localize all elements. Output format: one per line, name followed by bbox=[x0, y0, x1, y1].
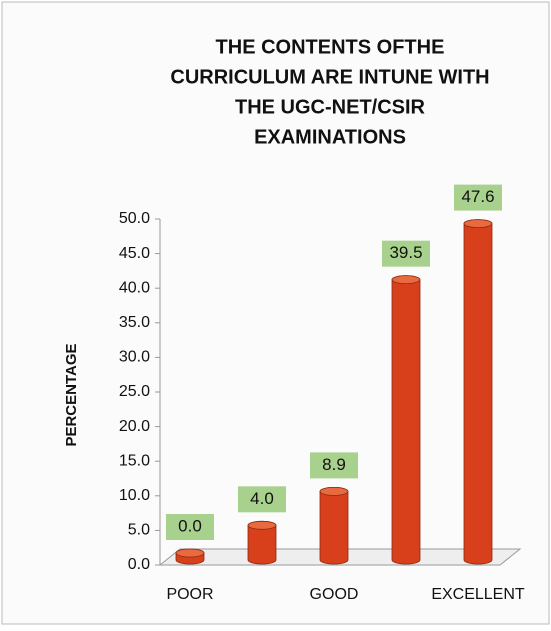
title-line: CURRICULUM ARE INTUNE WITH bbox=[170, 66, 489, 88]
value-label: 4.0 bbox=[250, 489, 274, 508]
y-tick-label: 0.0 bbox=[128, 556, 150, 573]
y-tick-label: 10.0 bbox=[119, 487, 150, 504]
x-tick-label: GOOD bbox=[310, 586, 359, 603]
bar-cap bbox=[391, 275, 421, 285]
bar-cap bbox=[175, 548, 205, 558]
value-label-box bbox=[454, 184, 502, 211]
bar-cap bbox=[247, 520, 277, 530]
value-label-box bbox=[382, 240, 430, 267]
y-tick-label: 20.0 bbox=[119, 418, 150, 435]
y-tick-label: 30.0 bbox=[119, 349, 150, 366]
bar-cap bbox=[319, 487, 349, 496]
value-label-box bbox=[310, 452, 358, 479]
title-line: THE UGC-NET/CSIR bbox=[235, 96, 426, 118]
bar-cap bbox=[463, 219, 493, 229]
y-tick-label: 45.0 bbox=[119, 245, 150, 262]
value-label-box bbox=[166, 514, 214, 540]
title-line: THE CONTENTS OFTHE bbox=[216, 36, 445, 58]
chart-title: THE CONTENTS OFTHE CURRICULUM ARE INTUNE … bbox=[170, 36, 489, 148]
bar bbox=[319, 487, 349, 565]
value-label: 39.5 bbox=[389, 243, 422, 262]
y-tick-label: 25.0 bbox=[119, 383, 150, 400]
bar bbox=[391, 275, 421, 565]
x-tick-label: POOR bbox=[166, 586, 213, 603]
value-label: 8.9 bbox=[322, 455, 346, 474]
title-line: EXAMINATIONS bbox=[254, 126, 406, 148]
y-tick-label: 15.0 bbox=[119, 452, 150, 469]
y-tick-label: 50.0 bbox=[119, 210, 150, 227]
value-label-box bbox=[238, 486, 286, 513]
y-axis-label: PERCENTAGE bbox=[63, 343, 80, 446]
value-label: 0.0 bbox=[178, 516, 202, 535]
value-label: 47.6 bbox=[461, 187, 494, 206]
y-tick-label: 35.0 bbox=[119, 314, 150, 331]
y-tick-label: 5.0 bbox=[128, 522, 150, 539]
bar bbox=[463, 219, 493, 565]
x-tick-label: EXCELLENT bbox=[431, 586, 525, 603]
y-tick-label: 40.0 bbox=[119, 279, 150, 296]
